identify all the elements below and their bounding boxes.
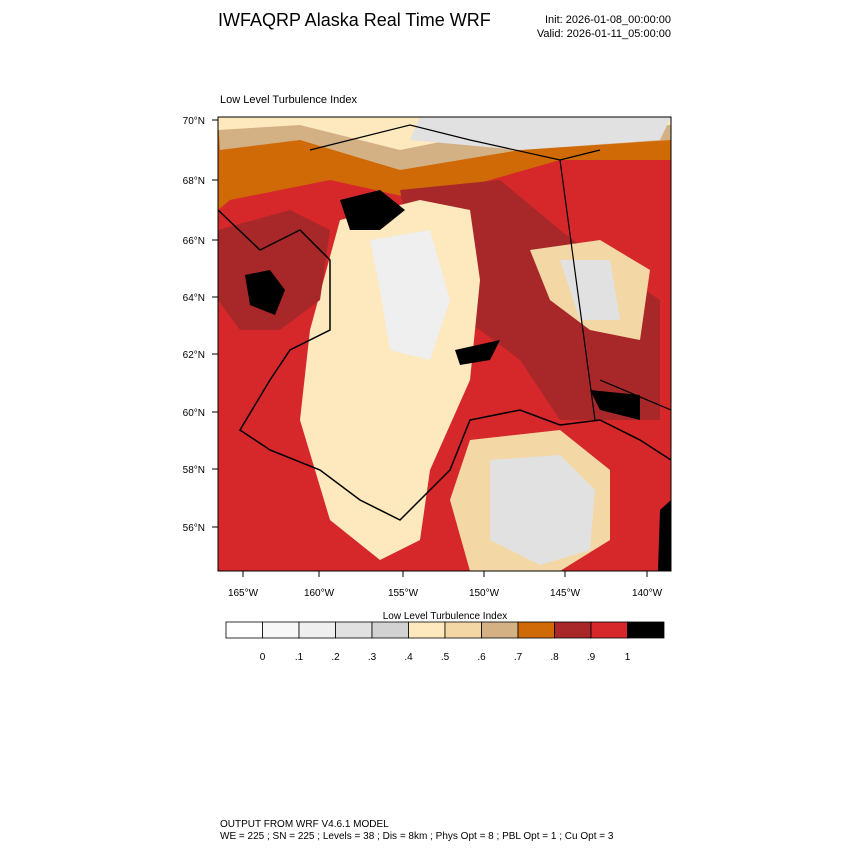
lat-label: 58°N <box>183 465 205 476</box>
colorbar-label: .8 <box>550 652 559 663</box>
colorbar-label: .4 <box>404 652 413 663</box>
colorbar-box <box>590 621 628 639</box>
lon-label: 150°W <box>469 588 500 599</box>
map-title: Low Level Turbulence Index <box>220 94 357 106</box>
colorbar-label: .1 <box>295 652 304 663</box>
colorbar-box <box>444 621 482 639</box>
lon-axis: 165°W 160°W 155°W 150°W 145°W 140°W <box>228 571 663 599</box>
colorbar-box <box>371 621 409 639</box>
lon-label: 140°W <box>632 588 663 599</box>
map-frame <box>217 116 672 572</box>
lat-label: 66°N <box>183 236 205 247</box>
lon-label: 165°W <box>228 588 259 599</box>
colorbar-title: Low Level Turbulence Index <box>383 611 508 622</box>
colorbar-box <box>408 621 446 639</box>
lat-label: 68°N <box>183 176 205 187</box>
lat-label: 64°N <box>183 293 205 304</box>
lat-label: 62°N <box>183 350 205 361</box>
colorbar-label: .6 <box>477 652 486 663</box>
init-time: Init: 2026-01-08_00:00:00 <box>545 14 671 26</box>
colorbar-box <box>225 621 263 639</box>
colorbar-label: .3 <box>368 652 377 663</box>
lat-label: 56°N <box>183 523 205 534</box>
colorbar-label: .7 <box>514 652 523 663</box>
colorbar-box <box>335 621 373 639</box>
colorbar-label: 0 <box>260 652 266 663</box>
footer-line: WE = 225 ; SN = 225 ; Levels = 38 ; Dis … <box>220 831 614 842</box>
colorbar-label: .5 <box>441 652 450 663</box>
colorbar-box <box>298 621 336 639</box>
lat-label: 60°N <box>183 408 205 419</box>
lon-label: 160°W <box>304 588 335 599</box>
title: IWFAQRP Alaska Real Time WRF <box>218 10 491 30</box>
footer-line: OUTPUT FROM WRF V4.6.1 MODEL <box>220 819 389 830</box>
colorbar-box <box>481 621 519 639</box>
lon-label: 155°W <box>388 588 419 599</box>
lat-label: 70°N <box>183 116 205 127</box>
colorbar-box <box>627 621 665 639</box>
colorbar-box <box>554 621 592 639</box>
map-field <box>218 117 671 571</box>
colorbar-box <box>262 621 300 639</box>
colorbar-box <box>517 621 555 639</box>
colorbar-label: .9 <box>587 652 596 663</box>
valid-time: Valid: 2026-01-11_05:00:00 <box>537 28 671 40</box>
colorbar-label: .2 <box>331 652 340 663</box>
lat-axis: 70°N 68°N 66°N 64°N 62°N 60°N 58°N 56°N <box>183 116 218 534</box>
colorbar: 0 .1 .2 .3 .4 .5 .6 .7 .8 .9 1 <box>225 621 665 663</box>
colorbar-label: 1 <box>625 652 631 663</box>
lon-label: 145°W <box>550 588 581 599</box>
